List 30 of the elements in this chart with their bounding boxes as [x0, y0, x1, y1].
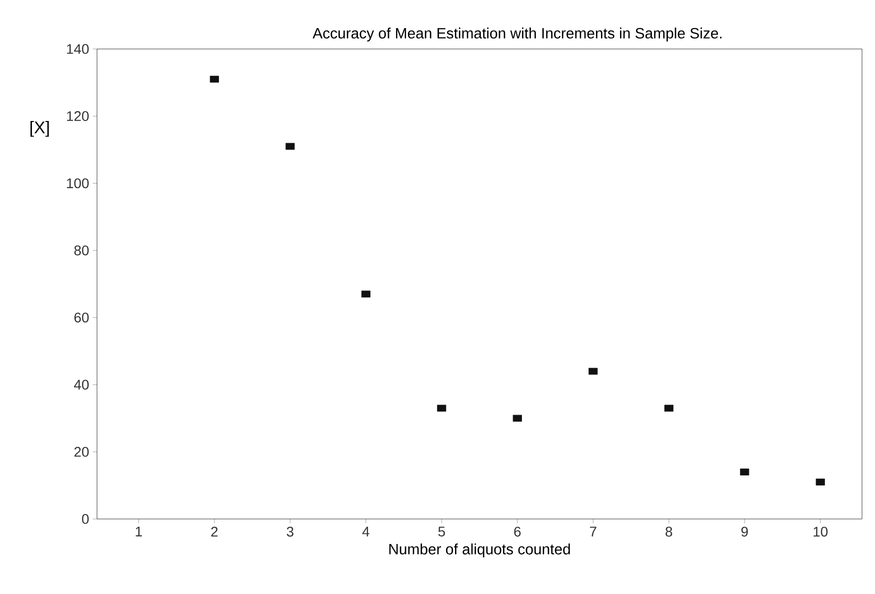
point [588, 368, 598, 375]
y-axis-title: [X] [30, 120, 49, 137]
x-tick-label: 8 [666, 526, 672, 537]
x-tick-label: 5 [438, 526, 445, 536]
x-tick-label: 1 [136, 526, 142, 536]
x-tick-label: 10 [814, 526, 828, 537]
chart-title: Accuracy of Mean Estimation with Increments in Sample Size. [312, 28, 722, 42]
y-tick-label: 60 [74, 312, 89, 322]
x-axis-title: Number of aliquots counted [389, 543, 570, 558]
x-tick-label: 6 [514, 526, 521, 537]
point [512, 414, 522, 422]
point [286, 142, 295, 150]
point [437, 404, 446, 412]
x-tick-label: 2 [211, 526, 218, 536]
x-tick-label: 4 [362, 526, 370, 536]
x-tick-label: 9 [741, 526, 748, 537]
y-tick-label: 80 [74, 245, 89, 256]
y-tick-label: 0 [82, 514, 89, 524]
y-tick-label: 40 [74, 380, 89, 390]
point [361, 290, 370, 298]
y-tick-label: 140 [67, 44, 89, 54]
y-tick-label: 120 [67, 111, 89, 122]
y-tick-label: 20 [74, 446, 89, 457]
x-tick-label: 7 [590, 526, 596, 536]
y-tick-label: 100 [67, 178, 89, 188]
point [664, 404, 674, 412]
point [740, 468, 750, 476]
x-tick-label: 3 [286, 526, 294, 537]
point [816, 478, 825, 486]
point [210, 76, 219, 83]
